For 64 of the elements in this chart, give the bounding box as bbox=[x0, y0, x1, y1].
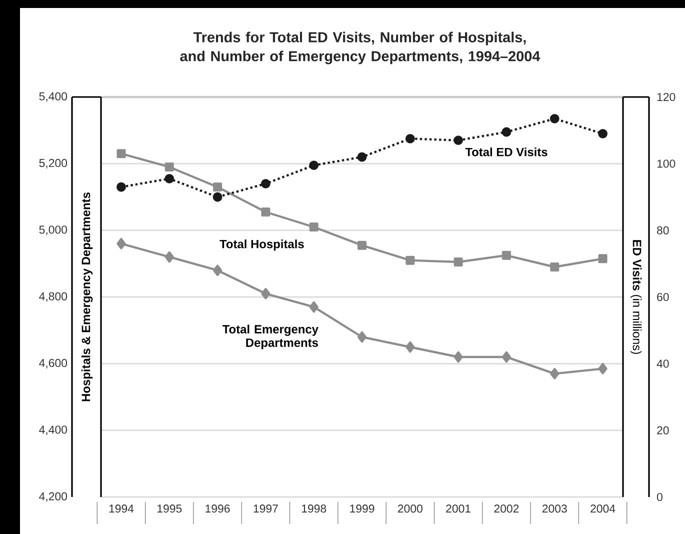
point bbox=[550, 368, 560, 380]
y2-axis-title: ED Visits (in millions) bbox=[630, 240, 642, 354]
point bbox=[309, 222, 318, 232]
point bbox=[261, 288, 270, 300]
y-tick-label: 5,400 bbox=[39, 92, 68, 102]
x-tick-label: 2002 bbox=[494, 504, 519, 513]
y2-tick-label: 0 bbox=[656, 492, 662, 502]
point bbox=[406, 341, 415, 353]
point bbox=[116, 182, 126, 192]
point bbox=[406, 256, 415, 265]
point bbox=[164, 162, 174, 172]
point bbox=[261, 208, 270, 216]
y-tick-label: 4,200 bbox=[39, 492, 68, 502]
y-tick-label: 4,800 bbox=[39, 292, 68, 302]
point bbox=[454, 351, 463, 363]
point bbox=[550, 114, 560, 124]
point bbox=[598, 128, 608, 138]
point bbox=[502, 351, 512, 363]
x-tick-label: 2004 bbox=[590, 504, 616, 513]
y-tick-label: 4,600 bbox=[39, 358, 68, 368]
y2-tick-label: 100 bbox=[657, 160, 676, 168]
x-tick-label: 1994 bbox=[109, 504, 134, 513]
y-tick-label: 5,200 bbox=[39, 158, 68, 168]
point bbox=[405, 134, 415, 144]
x-tick-label: 1996 bbox=[206, 504, 230, 513]
x-tick-label: 1999 bbox=[350, 504, 374, 513]
y2-tick-label: 20 bbox=[657, 426, 669, 434]
y-axis-title: Hospitals & Emergency Departments bbox=[81, 192, 93, 402]
series-label: Total Hospitals bbox=[220, 240, 304, 251]
point bbox=[164, 174, 174, 184]
point bbox=[454, 258, 463, 266]
point bbox=[116, 238, 126, 250]
point bbox=[164, 251, 174, 263]
x-tick-label: 2000 bbox=[398, 504, 422, 513]
x-tick-label: 2003 bbox=[542, 504, 567, 513]
point bbox=[502, 127, 512, 137]
point bbox=[213, 182, 222, 192]
point bbox=[454, 136, 464, 146]
x-tick-label: 1998 bbox=[302, 504, 326, 513]
point bbox=[212, 192, 222, 202]
series-label: Total Emergency Departments bbox=[222, 324, 318, 350]
point bbox=[260, 178, 270, 188]
y-tick-label: 4,400 bbox=[39, 426, 68, 436]
point bbox=[598, 362, 608, 374]
point bbox=[358, 240, 367, 250]
x-tick-label: 2001 bbox=[446, 504, 470, 513]
y2-tick-label: 80 bbox=[657, 226, 669, 234]
point bbox=[598, 254, 608, 264]
x-tick-label: 1995 bbox=[158, 504, 182, 513]
point bbox=[550, 262, 560, 272]
point bbox=[309, 301, 318, 313]
chart-title: Trends for Total ED Visits, Number of Hospitals, and Number of Emergency Departments, 1994–2004 bbox=[180, 32, 540, 64]
y2-tick-label: 40 bbox=[656, 360, 669, 368]
y2-tick-label: 60 bbox=[657, 292, 669, 302]
point bbox=[116, 149, 126, 158]
point bbox=[309, 160, 319, 170]
series-label: Total ED Visits bbox=[465, 148, 548, 156]
y-tick-label: 5,000 bbox=[39, 226, 68, 236]
point bbox=[212, 264, 222, 276]
point bbox=[357, 331, 367, 343]
point bbox=[502, 250, 511, 260]
y2-tick-label: 120 bbox=[657, 92, 676, 102]
x-tick-label: 1997 bbox=[254, 504, 278, 513]
point bbox=[357, 152, 367, 162]
